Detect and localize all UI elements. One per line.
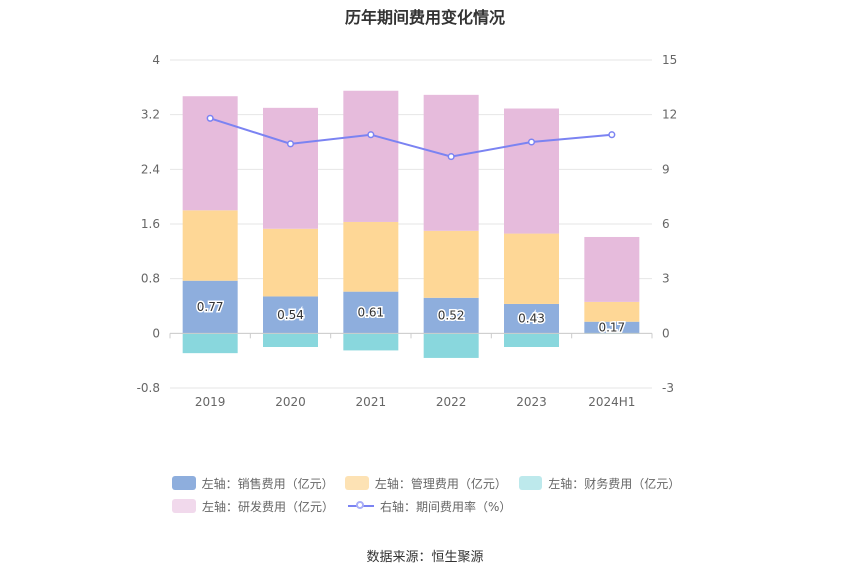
bar-finance xyxy=(504,333,559,347)
bar-value-label: 0.54 xyxy=(277,308,304,322)
bar-value-label: 0.17 xyxy=(598,321,625,335)
legend-label-rnd: 左轴：研发费用（亿元） xyxy=(202,499,335,514)
left-axis-tick-label: 0.8 xyxy=(141,272,160,286)
bar-sales xyxy=(182,280,238,334)
bar-finance xyxy=(343,333,399,351)
legend-line-marker-icon xyxy=(348,499,375,513)
expense-ratio-line xyxy=(209,117,612,158)
legend-item-sales[interactable]: 左轴：销售费用（亿元） xyxy=(172,475,334,492)
legend-item-expense-ratio[interactable]: 右轴：期间费用率（%） xyxy=(348,498,511,515)
bar-sales xyxy=(343,291,399,334)
right-axis-tick-label: -3 xyxy=(662,381,674,395)
expense-ratio-point xyxy=(286,140,295,148)
right-axis-tick-label: 9 xyxy=(662,162,670,176)
bar-finance xyxy=(182,333,238,354)
right-axis-tick-label: 3 xyxy=(662,272,670,286)
legend-row-1: 左轴：销售费用（亿元） 左轴：管理费用（亿元） 左轴：财务费用（亿元） xyxy=(172,472,692,494)
expense-ratio-point xyxy=(447,153,455,161)
expense-ratio-point xyxy=(527,138,536,146)
bar-value-label: 0.61 xyxy=(357,305,384,319)
bar-rnd xyxy=(584,236,640,302)
left-axis-tick-label: 0 xyxy=(152,326,160,340)
x-axis-tick-label: 2022 xyxy=(436,395,467,409)
bar-value-label: 0.77 xyxy=(197,300,224,314)
bar-rnd xyxy=(182,96,238,211)
bar-admin xyxy=(584,301,640,322)
legend-item-admin[interactable]: 左轴：管理费用（亿元） xyxy=(345,475,507,492)
legend-row-2: 左轴：研发费用（亿元） 右轴：期间费用率（%） xyxy=(172,495,692,517)
legend-item-finance[interactable]: 左轴：财务费用（亿元） xyxy=(518,475,681,492)
legend-label-admin: 左轴：管理费用（亿元） xyxy=(374,476,507,491)
left-axis-tick-label: 2.4 xyxy=(141,162,160,176)
right-axis-tick-label: 12 xyxy=(662,108,677,122)
legend-item-rnd[interactable]: 左轴：研发费用（亿元） xyxy=(172,498,334,515)
left-axis-tick-label: 4 xyxy=(152,53,160,67)
bar-rnd xyxy=(423,94,479,231)
x-axis-tick-label: 2023 xyxy=(516,395,547,409)
legend-label-sales: 左轴：销售费用（亿元） xyxy=(201,476,334,491)
right-axis-tick-label: 6 xyxy=(662,217,670,231)
legend-label-finance: 左轴：财务费用（亿元） xyxy=(548,476,681,491)
right-axis-tick-label: 15 xyxy=(662,53,677,67)
x-axis-tick-label: 2019 xyxy=(195,395,226,409)
x-axis-tick-label: 2024H1 xyxy=(588,395,635,409)
right-axis-tick-label: 0 xyxy=(662,326,670,340)
bar-admin xyxy=(343,221,399,292)
bar-finance xyxy=(423,333,479,358)
expense-ratio-point xyxy=(367,131,375,139)
bar-finance xyxy=(263,333,318,347)
left-axis-tick-label: 1.6 xyxy=(141,217,160,231)
bar-admin xyxy=(182,210,238,281)
bar-sales xyxy=(423,297,479,334)
bar-sales xyxy=(504,303,559,334)
legend-label-expense-ratio: 右轴：期间费用率（%） xyxy=(380,499,512,514)
legend-swatch-rnd xyxy=(172,499,196,513)
data-source: 数据来源：恒生聚源 xyxy=(366,550,484,565)
bar-admin xyxy=(423,230,479,298)
bar-sales xyxy=(263,296,318,334)
bar-sales xyxy=(584,321,640,334)
bar-value-label: 0.52 xyxy=(438,309,465,323)
chart-title: 历年期间费用变化情况 xyxy=(344,8,505,27)
bar-value-label: 0.43 xyxy=(518,312,545,326)
chart-plot: 4 15 3.2 12 2.4 9 1.6 6 0.8 3 0 0 -0.8 -3 2019 2020 2021… xyxy=(137,53,678,409)
bar-rnd xyxy=(343,90,399,222)
bar-rnd xyxy=(263,107,318,229)
bar-rnd xyxy=(504,108,559,234)
bar-admin xyxy=(263,228,318,297)
left-axis-tick-label: 3.2 xyxy=(141,108,160,122)
legend: 左轴：销售费用（亿元） 左轴：管理费用（亿元） 左轴：财务费用（亿元） 左轴：研… xyxy=(172,472,692,518)
legend-swatch-sales xyxy=(172,476,196,490)
expense-ratio-point xyxy=(608,131,616,139)
x-axis-tick-label: 2021 xyxy=(356,395,387,409)
left-axis-tick-label: -0.8 xyxy=(137,381,160,395)
legend-swatch-admin xyxy=(345,476,369,490)
expense-ratio-point xyxy=(206,114,214,122)
legend-swatch-finance xyxy=(518,476,543,490)
x-axis-tick-label: 2020 xyxy=(275,395,306,409)
bar-admin xyxy=(504,233,559,304)
